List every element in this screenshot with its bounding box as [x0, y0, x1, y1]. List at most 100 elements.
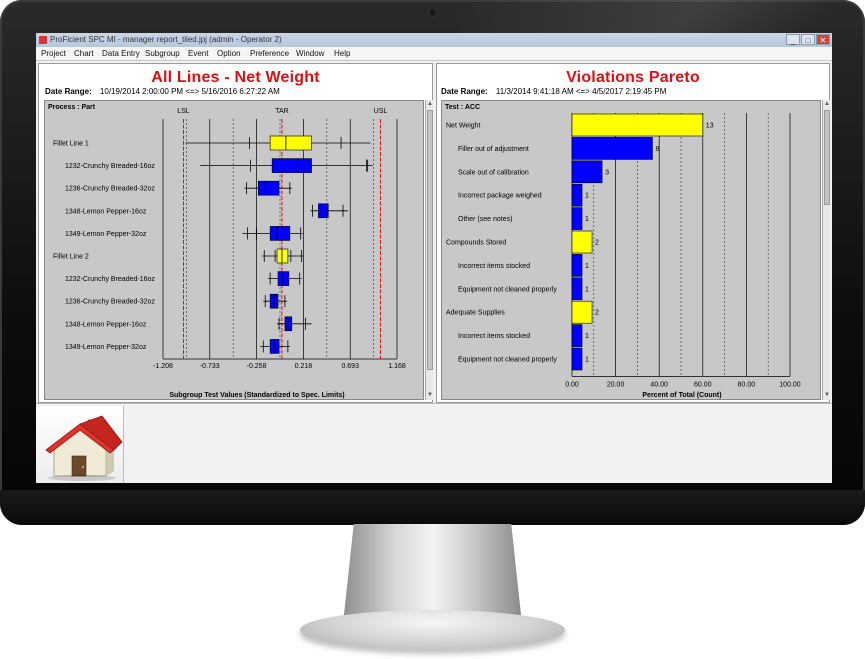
- pareto-count-label: 3: [605, 169, 609, 176]
- pareto-count-label: 13: [706, 123, 714, 130]
- x-tick-label: 60.00: [694, 381, 712, 388]
- menu-help[interactable]: Help: [334, 49, 351, 58]
- minimize-button[interactable]: _: [786, 34, 800, 45]
- pareto-bar[interactable]: [571, 137, 653, 160]
- menu-data-entry[interactable]: Data Entry: [102, 49, 140, 58]
- pareto-bar[interactable]: [571, 277, 583, 301]
- box-plot-area: Process : Part LSL TAR USL Fillet Line 1 12…: [44, 100, 424, 400]
- pareto-bar[interactable]: [571, 300, 593, 324]
- pareto-category-label: Other (see notes): [458, 216, 512, 223]
- box-plot-chart: Process : Part LSL TAR USL Fillet Line 1 12…: [48, 104, 406, 399]
- home-button[interactable]: [36, 406, 124, 483]
- pareto-count-label: 8: [655, 146, 659, 153]
- pareto-bar[interactable]: [571, 113, 704, 137]
- box-plot-x-axis-title: Subgroup Test Values (Standardized to Sp…: [169, 392, 344, 399]
- screen: ProFicient SPC MI - manager report_tiled…: [36, 33, 832, 483]
- box-iqr[interactable]: [277, 271, 290, 286]
- close-button[interactable]: ✕: [816, 34, 830, 45]
- group-header: Process : Part: [48, 104, 96, 111]
- x-tick-label: 100.00: [779, 381, 801, 388]
- box-iqr[interactable]: [284, 316, 293, 332]
- pareto-category-label: Incorrect items stocked: [458, 333, 530, 340]
- box-plot-panel: All Lines - Net Weight Date Range: 10/19…: [38, 63, 433, 403]
- box-row-label: 1349-Lemon Pepper-32oz: [65, 344, 147, 351]
- x-tick-label: -1.208: [153, 363, 173, 370]
- pareto-category-label: Filler out of adjustment: [458, 146, 529, 153]
- monitor-stand-neck: [343, 524, 522, 624]
- x-tick-label: 20.00: [607, 381, 625, 388]
- pareto-x-axis-title: Percent of Total (Count): [642, 392, 721, 399]
- x-tick-label: 0.00: [565, 381, 579, 388]
- box-row-label: 1236-Crunchy Breaded-32oz: [65, 186, 155, 193]
- menu-window[interactable]: Window: [296, 49, 325, 58]
- menu-option[interactable]: Option: [217, 49, 241, 58]
- maximize-button[interactable]: □: [801, 34, 815, 45]
- left-vertical-scrollbar[interactable]: ▲ ▼: [425, 100, 433, 400]
- spec-limit-label: LSL: [177, 108, 190, 115]
- x-tick-label: -0.258: [247, 363, 267, 370]
- pareto-category-label: Adequate Supplies: [446, 310, 505, 317]
- box-row-label: Fillet Line 2: [53, 254, 89, 261]
- date-range-value: 10/19/2014 2:00:00 PM <=> 5/16/2016 6:27…: [99, 87, 280, 96]
- pareto-count-label: 1: [585, 333, 589, 340]
- box-row-label: 1349-Lemon Pepper-32oz: [65, 231, 147, 238]
- box-plot-title: All Lines - Net Weight: [151, 69, 320, 86]
- box-iqr[interactable]: [269, 339, 280, 354]
- webcam-icon: [429, 9, 436, 16]
- pareto-category-label: Net Weight: [446, 123, 481, 130]
- pareto-category-label: Equipment not cleaned properly: [458, 286, 557, 293]
- menu-chart[interactable]: Chart: [74, 49, 94, 58]
- pareto-count-label: 1: [585, 357, 589, 364]
- window-titlebar[interactable]: ProFicient SPC MI - manager report_tiled…: [36, 33, 832, 47]
- x-tick-label: 40.00: [650, 381, 668, 388]
- pareto-category-label: Equipment not cleaned properly: [458, 357, 557, 364]
- pareto-count-label: 2: [595, 310, 599, 317]
- scroll-up-icon[interactable]: ▲: [824, 101, 830, 107]
- box-iqr[interactable]: [318, 203, 329, 219]
- pareto-category-label: Incorrect items stocked: [458, 263, 530, 270]
- scroll-down-icon[interactable]: ▼: [427, 392, 433, 398]
- x-tick-label: 0.218: [295, 363, 313, 370]
- x-tick-label: -0.733: [200, 363, 220, 370]
- pareto-count-label: 1: [585, 286, 589, 293]
- pareto-panel: Violations Pareto Date Range: 11/3/2014 …: [436, 63, 830, 403]
- box-row-label: 1348-Lemon Pepper-16oz: [65, 208, 147, 215]
- box-iqr[interactable]: [269, 135, 312, 151]
- date-range-label: Date Range:: [441, 87, 488, 96]
- app-icon: [39, 36, 47, 44]
- scroll-up-icon[interactable]: ▲: [427, 101, 433, 107]
- menu-event[interactable]: Event: [188, 49, 209, 58]
- pareto-bar[interactable]: [571, 160, 603, 184]
- home-icon: [45, 415, 123, 481]
- scroll-thumb[interactable]: [824, 110, 830, 205]
- x-tick-label: 0.693: [341, 363, 359, 370]
- scroll-thumb[interactable]: [427, 110, 433, 370]
- box-row-label: 1348-Lemon Pepper-16oz: [65, 321, 147, 328]
- test-header: Test : ACC: [445, 104, 480, 111]
- box-iqr[interactable]: [271, 158, 312, 173]
- menu-preference[interactable]: Preference: [250, 49, 290, 58]
- date-range-label: Date Range:: [45, 87, 92, 96]
- pareto-bar[interactable]: [571, 254, 583, 277]
- launcher-area: [36, 403, 832, 483]
- pareto-count-label: 1: [585, 263, 589, 270]
- box-iqr[interactable]: [269, 226, 291, 241]
- box-iqr[interactable]: [276, 248, 289, 264]
- pareto-category-label: Scale out of calibration: [458, 169, 529, 176]
- right-vertical-scrollbar[interactable]: ▲ ▼: [822, 100, 830, 400]
- menu-subgroup[interactable]: Subgroup: [145, 49, 180, 58]
- pareto-bar[interactable]: [571, 207, 583, 230]
- pareto-count-label: 2: [595, 240, 599, 247]
- scroll-down-icon[interactable]: ▼: [824, 392, 830, 398]
- menu-project[interactable]: Project: [41, 49, 66, 58]
- spec-limit-label: TAR: [275, 108, 288, 115]
- pareto-category-label: Incorrect package weighed: [458, 193, 542, 200]
- pareto-bar[interactable]: [571, 347, 583, 371]
- pareto-bar[interactable]: [571, 324, 583, 347]
- box-iqr[interactable]: [258, 180, 280, 196]
- pareto-bar[interactable]: [571, 183, 583, 207]
- pareto-bar[interactable]: [571, 230, 593, 254]
- pareto-count-label: 1: [585, 216, 589, 223]
- box-row-label: 1232-Crunchy Breaded-16oz: [65, 163, 155, 170]
